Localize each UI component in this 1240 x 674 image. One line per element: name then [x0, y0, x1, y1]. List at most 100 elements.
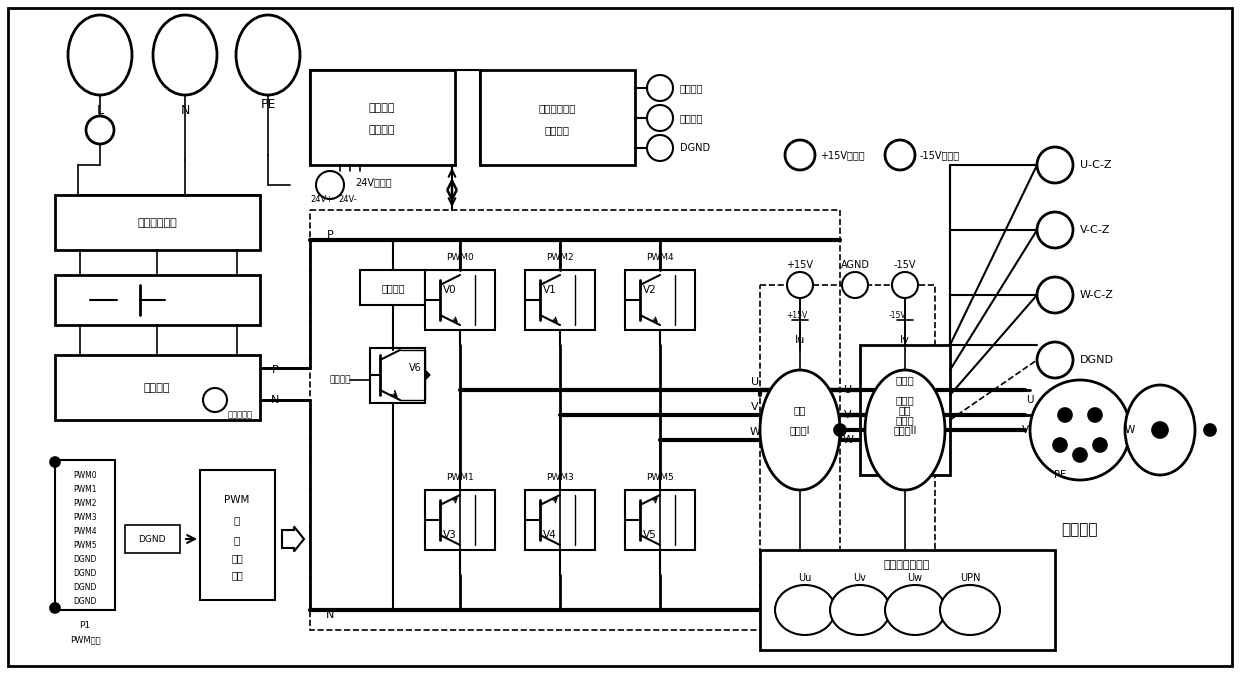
Text: +15V指示灯: +15V指示灯 [820, 150, 864, 160]
Text: Uw: Uw [908, 573, 923, 583]
Text: 电压传感器模块: 电压传感器模块 [884, 560, 930, 570]
Text: 24V-: 24V- [339, 195, 357, 204]
Text: DGND: DGND [73, 568, 97, 578]
Text: 24V+: 24V+ [310, 195, 334, 204]
Text: DGND: DGND [73, 555, 97, 563]
Bar [425, 270, 495, 330]
Text: PWM1: PWM1 [446, 474, 474, 483]
Text: V3: V3 [443, 530, 456, 540]
Text: U: U [1027, 395, 1034, 405]
Text: U: U [844, 385, 852, 395]
Text: PWM0: PWM0 [446, 253, 474, 262]
Text: W: W [749, 427, 760, 437]
Ellipse shape [153, 15, 217, 95]
Text: V: V [844, 410, 852, 420]
Circle shape [86, 116, 114, 144]
Text: P: P [272, 365, 278, 375]
Text: N: N [270, 395, 279, 405]
Text: 隔: 隔 [234, 515, 241, 525]
Text: +15V: +15V [786, 311, 807, 319]
Text: PWM4: PWM4 [646, 253, 673, 262]
Circle shape [842, 272, 868, 298]
Bar [370, 348, 425, 403]
Ellipse shape [885, 585, 945, 635]
Text: 测电路: 测电路 [895, 415, 914, 425]
Text: V6: V6 [409, 363, 422, 373]
Ellipse shape [775, 585, 835, 635]
Text: PWM5: PWM5 [646, 474, 673, 483]
Text: PWM: PWM [224, 495, 249, 505]
Text: 相电压: 相电压 [895, 375, 914, 385]
Bar [480, 70, 635, 165]
Ellipse shape [68, 15, 131, 95]
Ellipse shape [940, 585, 999, 635]
Text: 电流: 电流 [899, 405, 911, 415]
Text: 24V指示灯: 24V指示灯 [355, 177, 392, 187]
Text: DGND: DGND [1080, 355, 1114, 365]
Text: PE: PE [260, 98, 275, 111]
Circle shape [1073, 448, 1087, 462]
Text: DGND: DGND [138, 534, 166, 543]
Text: 控制电源: 控制电源 [368, 103, 396, 113]
Bar [625, 490, 694, 550]
Text: 稳压保护电路: 稳压保护电路 [138, 218, 177, 228]
Text: P: P [326, 230, 334, 240]
Text: W-C-Z: W-C-Z [1080, 290, 1114, 300]
Bar [55, 355, 260, 420]
Text: DGND: DGND [73, 596, 97, 605]
Text: U-C-Z: U-C-Z [1080, 160, 1111, 170]
Bar [525, 270, 595, 330]
Text: 电机插头: 电机插头 [1061, 522, 1099, 537]
Text: V5: V5 [644, 530, 657, 540]
Text: PWM5: PWM5 [73, 541, 97, 549]
Text: 高压指示灯: 高压指示灯 [227, 410, 253, 419]
Bar [200, 470, 275, 600]
Text: V-C-Z: V-C-Z [1080, 225, 1110, 235]
Circle shape [885, 140, 915, 170]
Bar [125, 525, 180, 553]
Text: 传感器I: 传感器I [790, 425, 810, 435]
Bar [760, 550, 1055, 650]
Circle shape [785, 140, 815, 170]
Polygon shape [568, 290, 582, 310]
Ellipse shape [866, 370, 945, 490]
Circle shape [1204, 424, 1216, 436]
Text: PWM2: PWM2 [73, 499, 97, 508]
Circle shape [647, 105, 673, 131]
Text: 驱动: 驱动 [231, 553, 243, 563]
Circle shape [1037, 277, 1073, 313]
Text: 电流: 电流 [794, 405, 806, 415]
Ellipse shape [830, 585, 890, 635]
Bar [625, 270, 694, 330]
Bar [360, 270, 425, 305]
Bar [55, 195, 260, 250]
Circle shape [1037, 212, 1073, 248]
Text: -15V: -15V [888, 311, 905, 319]
Bar [760, 285, 935, 620]
Polygon shape [117, 285, 140, 315]
Circle shape [50, 457, 60, 467]
Text: -15V指示灯: -15V指示灯 [920, 150, 960, 160]
Text: PWM输入: PWM输入 [69, 636, 100, 644]
Text: 过压控制: 过压控制 [330, 375, 351, 384]
Text: PWM1: PWM1 [73, 485, 97, 493]
Text: N: N [326, 610, 335, 620]
Circle shape [1037, 342, 1073, 378]
Text: Iu: Iu [795, 335, 805, 345]
Text: 处理电路: 处理电路 [544, 125, 569, 135]
Bar [525, 490, 595, 550]
Text: PWM3: PWM3 [73, 512, 97, 522]
Ellipse shape [1125, 385, 1195, 475]
Text: 传感器II: 传感器II [893, 425, 916, 435]
Text: V: V [751, 402, 759, 412]
Polygon shape [467, 290, 482, 310]
Text: 过零检: 过零检 [895, 395, 914, 405]
Text: 制动电阻: 制动电阻 [381, 283, 404, 293]
Text: W: W [1125, 425, 1135, 435]
Text: AGND: AGND [841, 260, 869, 270]
Circle shape [1058, 408, 1073, 422]
Text: -15V: -15V [894, 260, 916, 270]
Text: +15V: +15V [786, 260, 813, 270]
Circle shape [1030, 380, 1130, 480]
Text: DGND: DGND [73, 582, 97, 592]
